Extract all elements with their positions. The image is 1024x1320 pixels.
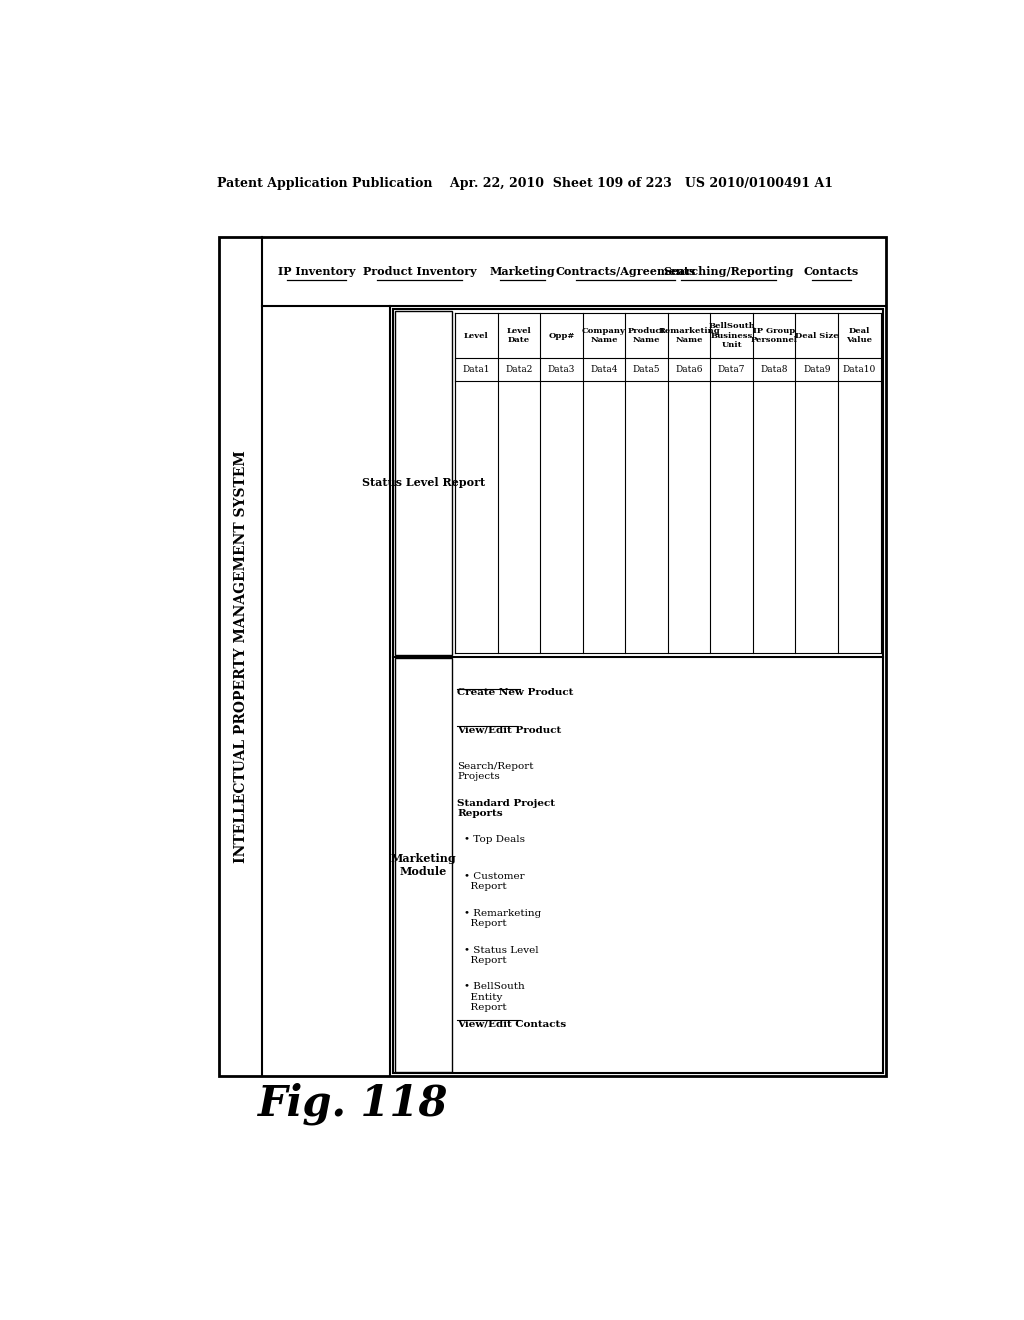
Bar <box>393 309 883 1073</box>
Text: Data3: Data3 <box>548 364 575 374</box>
Text: Searching/Reporting: Searching/Reporting <box>664 267 794 277</box>
Text: Status Level Report: Status Level Report <box>361 478 484 488</box>
Text: Data10: Data10 <box>843 364 876 374</box>
Text: INTELLECTUAL PROPERTY MANAGEMENT SYSTEM: INTELLECTUAL PROPERTY MANAGEMENT SYSTEM <box>233 450 248 863</box>
Text: Data9: Data9 <box>803 364 830 374</box>
Text: View/Edit Product: View/Edit Product <box>458 725 561 734</box>
Text: • Remarketing
  Report: • Remarketing Report <box>464 909 541 928</box>
Bar <box>394 312 452 655</box>
Text: IP Group
Personnel: IP Group Personnel <box>751 327 798 345</box>
Text: Company
Name: Company Name <box>582 327 626 345</box>
Bar <box>219 238 886 1076</box>
Text: Data5: Data5 <box>633 364 660 374</box>
Text: Contacts: Contacts <box>804 267 859 277</box>
Text: Patent Application Publication    Apr. 22, 2010  Sheet 109 of 223   US 2010/0100: Patent Application Publication Apr. 22, … <box>217 177 833 190</box>
Text: • Status Level
  Report: • Status Level Report <box>464 945 539 965</box>
Text: Product
Name: Product Name <box>628 327 666 345</box>
Text: • BellSouth
  Entity
  Report: • BellSouth Entity Report <box>464 982 524 1011</box>
Text: IP Inventory: IP Inventory <box>278 267 355 277</box>
Text: Level
Date: Level Date <box>507 327 531 345</box>
Text: Data8: Data8 <box>761 364 787 374</box>
Text: Remarketing
Name: Remarketing Name <box>658 327 720 345</box>
Text: Search/Report
Projects: Search/Report Projects <box>458 762 534 781</box>
Text: Product Inventory: Product Inventory <box>362 267 476 277</box>
Text: Contracts/Agreements: Contracts/Agreements <box>555 267 695 277</box>
Text: • Customer
  Report: • Customer Report <box>464 873 524 891</box>
Text: Deal Size: Deal Size <box>795 331 839 339</box>
Text: Data7: Data7 <box>718 364 745 374</box>
Bar <box>394 659 452 1072</box>
Text: Marketing: Marketing <box>489 267 555 277</box>
Text: Level: Level <box>464 331 488 339</box>
Text: • Top Deals: • Top Deals <box>464 836 524 845</box>
Text: Fig. 118: Fig. 118 <box>257 1082 449 1125</box>
Text: Marketing
Module: Marketing Module <box>390 853 456 876</box>
Text: Opp#: Opp# <box>548 331 574 339</box>
Text: Data4: Data4 <box>590 364 617 374</box>
Text: Data1: Data1 <box>463 364 490 374</box>
Text: Deal
Value: Deal Value <box>846 327 872 345</box>
Text: View/Edit Contacts: View/Edit Contacts <box>458 1019 566 1028</box>
Text: Data2: Data2 <box>505 364 532 374</box>
Text: Create New Product: Create New Product <box>458 689 573 697</box>
Text: Standard Project
Reports: Standard Project Reports <box>458 799 555 818</box>
Text: Data6: Data6 <box>675 364 702 374</box>
Text: BellSouth
Business
Unit: BellSouth Business Unit <box>709 322 755 348</box>
